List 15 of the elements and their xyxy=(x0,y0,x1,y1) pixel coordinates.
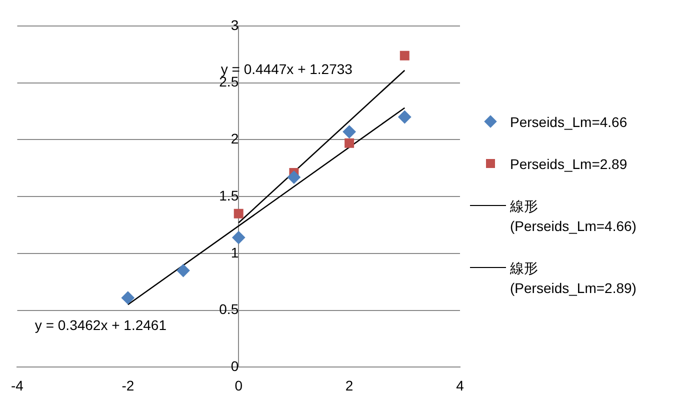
legend-label: 線形 (Perseids_Lm=4.66) xyxy=(510,197,638,236)
legend-label: Perseids_Lm=2.89 xyxy=(510,155,628,174)
legend-label: Perseids_Lm=4.66 xyxy=(510,113,628,132)
y-tick-label: 1 xyxy=(230,244,239,260)
annotation: y = 0.3462x + 1.2461 xyxy=(34,317,167,334)
x-tick-label: -2 xyxy=(122,377,134,394)
x-tick-label: -4 xyxy=(11,377,24,394)
y-tick-label: 0.5 xyxy=(219,301,239,318)
y-tick-label: 3 xyxy=(230,16,239,33)
x-tick-label: 2 xyxy=(345,377,354,394)
x-tick-label: 4 xyxy=(456,377,464,394)
y-tick-label: 0 xyxy=(230,358,239,374)
y-tick-label: 1.5 xyxy=(219,187,239,204)
y-tick-label: 2 xyxy=(230,130,239,147)
legend-label: 線形 (Perseids_Lm=2.89) xyxy=(510,259,638,298)
